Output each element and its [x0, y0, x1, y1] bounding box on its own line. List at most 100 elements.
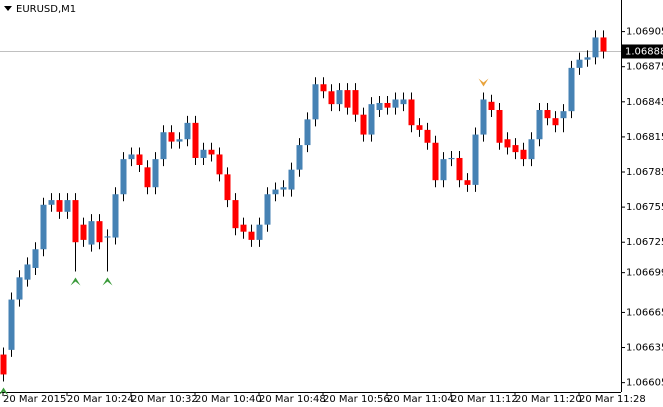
candle-body: [96, 221, 103, 243]
candle-body: [448, 157, 455, 160]
candle-body: [312, 84, 319, 120]
candle-body: [456, 157, 463, 181]
x-tick-label: 20 Mar 11:12: [451, 394, 518, 405]
candle-body: [168, 132, 175, 142]
candle-body: [152, 159, 159, 188]
y-tick-label: 1.06905: [626, 27, 663, 38]
candle-body: [496, 109, 503, 143]
candle-body: [520, 149, 527, 160]
x-tick-label: 20 Mar 11:20: [515, 394, 582, 405]
x-tick-label: 20 Mar 11:04: [387, 394, 454, 405]
candle-body: [72, 200, 79, 243]
y-tick-label: 1.06785: [626, 167, 663, 178]
candle-body: [224, 174, 231, 201]
candle-body: [240, 224, 247, 232]
candle-body: [376, 102, 383, 110]
candle-body: [536, 109, 543, 140]
candle-body: [288, 169, 295, 190]
candle-body: [16, 277, 23, 300]
candle-body: [336, 90, 343, 105]
y-tick-label: 1.06635: [626, 343, 663, 354]
candle-body: [552, 118, 559, 126]
candle-body: [584, 57, 591, 60]
candle-body: [416, 125, 423, 130]
y-tick-label: 1.06755: [626, 202, 663, 213]
candle-body: [600, 37, 607, 52]
candle-body: [264, 194, 271, 225]
candle-body: [368, 104, 375, 135]
candle-body: [304, 119, 311, 146]
candle-body: [176, 139, 183, 142]
candle-body: [384, 102, 391, 108]
candle-body: [480, 99, 487, 135]
candle-body: [280, 187, 287, 190]
candle-body: [200, 149, 207, 158]
fractal-down: [70, 277, 81, 286]
candle-body: [408, 99, 415, 126]
candle-body: [232, 200, 239, 229]
x-tick-label: 20 Mar 11:28: [579, 394, 646, 405]
candle-body: [64, 200, 71, 212]
candle-body: [248, 231, 255, 240]
y-tick-label: 1.06845: [626, 97, 663, 108]
candle-body: [544, 109, 551, 119]
candle-body: [0, 354, 7, 375]
x-tick-label: 20 Mar 2015: [3, 394, 66, 405]
candle-body: [32, 249, 39, 268]
candle-body: [392, 99, 399, 108]
fractal-up: [478, 78, 489, 87]
candle-body: [296, 145, 303, 170]
candle-body: [440, 159, 447, 181]
candle-body: [464, 180, 471, 185]
candle-body: [144, 167, 151, 188]
candle-body: [112, 194, 119, 238]
menu-triangle[interactable]: [4, 6, 12, 11]
candle-body: [136, 154, 143, 165]
candle-body: [208, 149, 215, 155]
candle-body: [560, 111, 567, 119]
candle-body: [432, 142, 439, 181]
candle-body: [184, 122, 191, 140]
candle-body: [272, 189, 279, 195]
candle-body: [56, 200, 63, 212]
y-tick-label: 1.06875: [626, 62, 663, 73]
candle-body: [320, 84, 327, 92]
bid-label: 1.06888: [625, 46, 663, 57]
fractal-down: [0, 387, 9, 396]
candle-body: [120, 159, 127, 195]
candle-body: [568, 67, 575, 112]
y-tick-label: 1.06725: [626, 237, 663, 248]
x-tick-label: 20 Mar 10:40: [195, 394, 262, 405]
candle-body: [48, 200, 55, 205]
y-tick-label: 1.06665: [626, 307, 663, 318]
y-tick-label: 1.06699: [626, 268, 663, 279]
candle-body: [24, 264, 31, 280]
candle-body: [256, 224, 263, 240]
x-tick-label: 20 Mar 10:48: [259, 394, 326, 405]
candle-body: [512, 145, 519, 153]
candle-body: [216, 154, 223, 175]
candle-body: [80, 224, 87, 240]
fractal-down: [102, 277, 113, 286]
candle-body: [192, 122, 199, 158]
candle-body: [8, 299, 15, 350]
candle-body: [576, 59, 583, 68]
x-tick-label: 20 Mar 10:56: [323, 394, 390, 405]
x-tick-label: 20 Mar 10:24: [67, 394, 134, 405]
candle-body: [400, 99, 407, 105]
candle-body: [88, 221, 95, 245]
candle-body: [344, 90, 351, 108]
candle-body: [128, 154, 135, 160]
candle-body: [472, 134, 479, 185]
candle-body: [40, 204, 47, 250]
candle-body: [592, 37, 599, 58]
candle-body: [360, 114, 367, 135]
candle-body: [352, 90, 359, 115]
candle-body: [424, 129, 431, 143]
candle-body: [160, 132, 167, 160]
candle-body: [488, 101, 495, 110]
chart-title: EURUSD,M1: [16, 4, 76, 15]
candle-body: [504, 139, 511, 148]
candle-body: [104, 236, 111, 238]
